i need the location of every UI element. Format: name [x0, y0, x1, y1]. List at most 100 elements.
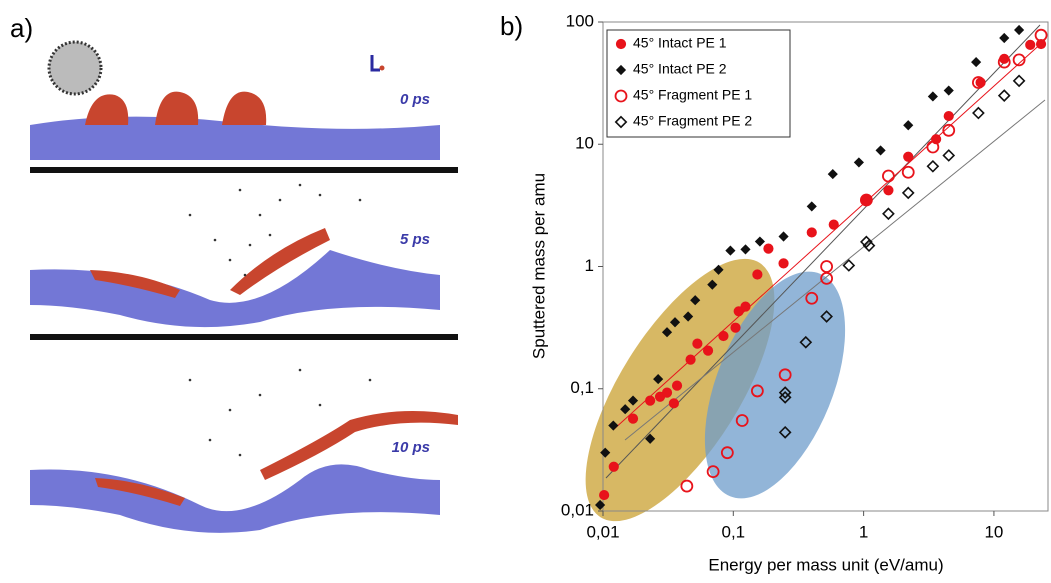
- data-point: [1025, 39, 1036, 50]
- data-point: [926, 140, 940, 154]
- data-point: [882, 169, 895, 183]
- data-point: [860, 235, 873, 249]
- data-point: [820, 310, 833, 323]
- data-point: [754, 236, 765, 247]
- y-tick-label: 1: [585, 256, 594, 275]
- data-point: [778, 231, 789, 242]
- data-point: [882, 207, 895, 221]
- data-point: [706, 465, 720, 479]
- ejecta: [188, 183, 362, 277]
- panel-a: a) 0 ps 5 ps 10 ps: [10, 13, 458, 533]
- data-point: [875, 145, 886, 156]
- data-point: [750, 384, 764, 398]
- axis-icon: [370, 55, 380, 72]
- molecule: [230, 228, 330, 295]
- data-point: [661, 387, 673, 398]
- data-point: [997, 89, 1011, 102]
- y-tick-label: 0,1: [570, 378, 594, 397]
- legend-label: 45° Fragment PE 2: [633, 113, 752, 129]
- legend-box: [606, 29, 791, 138]
- data-point: [1012, 53, 1026, 67]
- frame-time: 10 ps: [392, 439, 430, 456]
- data-point: [999, 32, 1010, 44]
- data-point: [883, 185, 894, 196]
- data-point: [600, 447, 611, 458]
- data-point: [778, 258, 789, 269]
- data-point: [645, 433, 656, 444]
- axis-icon: [379, 65, 385, 71]
- y-tick-label: 100: [566, 11, 594, 30]
- surface: [30, 464, 440, 533]
- data-point: [735, 414, 749, 427]
- data-point: [861, 194, 872, 206]
- molecule: [260, 411, 458, 480]
- x-tick-label: 0,1: [721, 522, 745, 541]
- surface: [30, 250, 440, 328]
- y-tick-label: 0,01: [561, 500, 594, 519]
- data-point: [627, 395, 639, 406]
- data-point: [827, 169, 838, 180]
- data-point: [901, 186, 915, 200]
- data-point: [645, 395, 656, 406]
- data-point: [1012, 74, 1026, 88]
- data-point: [653, 373, 664, 385]
- data-point: [595, 499, 606, 511]
- data-point: [927, 91, 938, 102]
- data-point: [690, 295, 701, 306]
- data-point: [903, 120, 914, 131]
- x-axis-title: Energy per mass unit (eV/amu): [708, 555, 943, 574]
- legend-marker: [615, 38, 627, 50]
- data-point: [1034, 28, 1048, 42]
- legend: 45° Intact PE 1 45° Intact PE 2 45° Fragme…: [606, 29, 791, 138]
- legend-marker: [614, 115, 628, 129]
- data-point: [971, 57, 982, 68]
- data-point: [671, 380, 683, 391]
- data-point: [799, 335, 813, 349]
- frame-time: 0 ps: [400, 91, 430, 108]
- y-tick-label: 10: [575, 134, 594, 153]
- trend-line: [612, 39, 1046, 431]
- data-point: [620, 404, 631, 415]
- molecule: [155, 91, 199, 125]
- data-point: [901, 165, 915, 179]
- panel-b-decor: [585, 24, 1046, 522]
- data-point: [778, 368, 792, 382]
- data-point: [661, 327, 673, 338]
- data-point: [942, 149, 956, 162]
- data-point: [942, 123, 956, 137]
- trend-line: [624, 99, 1046, 441]
- data-point: [903, 151, 914, 162]
- molecule: [222, 91, 267, 125]
- data-point: [692, 338, 703, 349]
- data-point: [853, 157, 864, 168]
- molecule: [90, 270, 180, 298]
- molecule: [95, 478, 185, 506]
- legend-marker: [614, 89, 628, 103]
- data-point: [725, 245, 736, 256]
- data-point: [778, 425, 792, 439]
- data-point: [859, 193, 873, 207]
- data-point: [926, 159, 940, 173]
- data-point: [972, 106, 985, 120]
- data-point: [680, 479, 694, 493]
- data-point: [720, 446, 734, 460]
- data-point: [702, 345, 714, 356]
- y-axis-title: Sputtered mass per amu: [529, 173, 548, 359]
- separator: [30, 167, 458, 173]
- data-point: [971, 76, 985, 89]
- data-point: [805, 291, 819, 305]
- data-point: [740, 301, 751, 312]
- data-point: [608, 420, 619, 431]
- data-point: [820, 260, 834, 273]
- data-point: [842, 259, 856, 272]
- data-point: [668, 398, 679, 409]
- data-point: [778, 391, 792, 404]
- data-point: [828, 219, 839, 230]
- panel-label: a): [10, 13, 33, 43]
- data-point: [752, 269, 763, 280]
- legend-label: 45° Intact PE 1: [633, 35, 727, 51]
- data-point: [730, 322, 741, 333]
- data-point: [740, 244, 751, 255]
